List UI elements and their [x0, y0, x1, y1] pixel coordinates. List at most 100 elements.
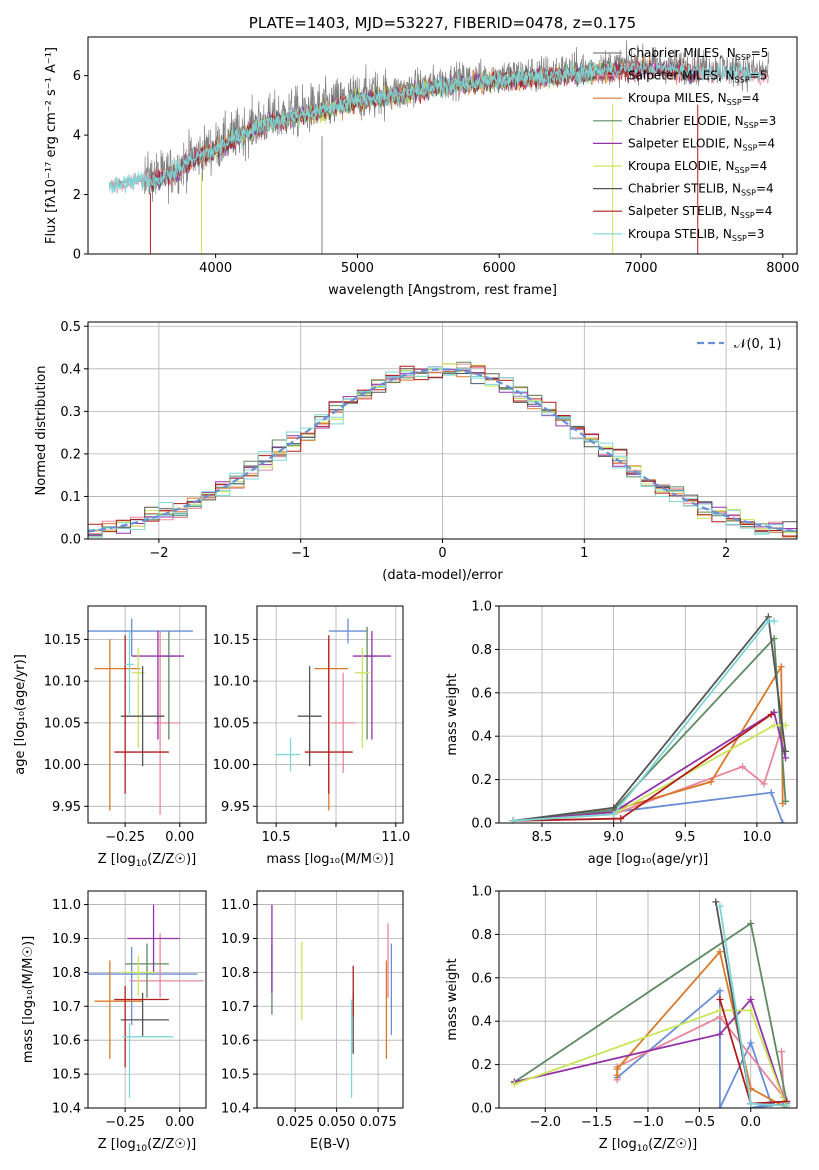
y-tick-label: 0.0 — [471, 1102, 492, 1117]
residuals-plot-area — [88, 361, 797, 538]
x-tick-label: 0.00 — [165, 830, 194, 845]
marker-salpeter-miles — [760, 780, 768, 788]
y-axis-label: mass [log₁₀(M/M☉)] — [21, 936, 36, 1063]
y-tick-label: 10.00 — [213, 758, 250, 773]
x-axis-label: E(B-V) — [310, 1137, 350, 1152]
marker-kroupa-stelib — [770, 617, 778, 625]
x-tick-label: −0.5 — [684, 1115, 716, 1130]
x-tick-label: 5000 — [341, 261, 374, 276]
marker-salpeter-stelib — [716, 996, 724, 1003]
y-tick-label: 10.5 — [52, 1068, 81, 1083]
y-axis-label: Normed distribution — [34, 366, 49, 496]
y-tick-label: 10.00 — [44, 758, 81, 773]
series-chabrier-miles — [616, 988, 787, 1108]
y-tick-label: 0.4 — [471, 730, 492, 745]
axes-frame — [498, 605, 798, 824]
y-tick-label: 10.7 — [52, 1000, 81, 1015]
marker-chabrier-miles — [716, 1104, 724, 1108]
y-tick-label: 6 — [73, 69, 81, 84]
marker-kroupa-stelib — [509, 817, 517, 823]
marker-chabrier-miles — [779, 819, 787, 823]
y-tick-label: 10.15 — [44, 633, 81, 648]
axes-frame — [256, 890, 404, 1109]
y-tick-label: 10.4 — [52, 1102, 81, 1117]
marker-chabrier-miles — [767, 789, 775, 797]
series-kroupa-elodie — [513, 724, 786, 822]
y-axis-label: mass weight — [445, 673, 460, 755]
y-tick-label: 0.4 — [60, 362, 81, 377]
y-tick-label: 0.8 — [471, 643, 492, 658]
x-axis-label: age [log₁₀(age/yr)] — [588, 852, 709, 867]
marker-kroupa-elodie — [782, 721, 790, 729]
age_vs_mass-plot-area — [276, 618, 392, 811]
x-tick-label: −1.5 — [581, 1115, 613, 1130]
marker-salpeter-stelib — [617, 815, 625, 823]
mass_vs_ebv-plot-area — [271, 904, 393, 1098]
marker-chabrier-miles — [747, 1039, 755, 1047]
y-tick-label: 0.2 — [471, 773, 492, 788]
marker-kroupa-stelib — [610, 810, 618, 818]
histogram-kroupa-stelib — [88, 366, 797, 538]
y-tick-label: 0.0 — [60, 533, 81, 548]
chart-title: PLATE=1403, MJD=53227, FIBERID=0478, z=0… — [249, 14, 636, 32]
y-tick-label: 1.0 — [471, 885, 492, 900]
x-tick-label: −1 — [291, 546, 310, 561]
weight_vs_Z-plot-area — [510, 898, 791, 1108]
y-tick-label: 2 — [73, 188, 81, 203]
y-axis-label: age [log₁₀(age/yr)] — [13, 654, 28, 775]
x-tick-label: 0.050 — [318, 1115, 355, 1130]
y-tick-label: 10.4 — [221, 1102, 250, 1117]
y-tick-label: 0.1 — [60, 490, 81, 505]
x-axis-label: Z [log10(Z/Z☉)] — [599, 1137, 697, 1154]
marker-salpeter-elodie — [716, 1030, 724, 1038]
x-tick-label: 0.075 — [360, 1115, 397, 1130]
spectrum-plot-area — [108, 39, 769, 254]
axes-frame — [87, 605, 207, 824]
y-tick-label: 0.2 — [471, 1058, 492, 1073]
legend-entry: Kroupa ELODIE, NSSP=4 — [628, 159, 767, 175]
weight-vs-metallicity-panel: −2.0 −1.5 −1.0 −0.5 0.0 0.0 0.2 0.4 0.6 0.8 1.0 Z [… — [445, 885, 798, 1154]
x-tick-label: 0.00 — [165, 1115, 194, 1130]
age_vs_Z-plot-area — [88, 618, 193, 815]
legend-entry: Salpeter STELIB, NSSP=4 — [628, 204, 772, 220]
series-chabrier-stelib — [513, 614, 787, 822]
y-tick-label: 0.6 — [471, 686, 492, 701]
y-tick-label: 11.0 — [52, 898, 81, 913]
y-axis-label: Flux [fλ10⁻¹⁷ erg cm⁻² s⁻¹ A⁻¹] — [44, 47, 59, 244]
age-vs-metallicity-panel: −0.25 0.00 9.95 10.00 10.05 10.10 10.15 Z [log1… — [13, 605, 207, 869]
legend-entry: Salpeter ELODIE, NSSP=4 — [628, 136, 775, 152]
x-axis-label: Z [log10(Z/Z☉)] — [98, 1137, 196, 1154]
y-tick-label: 10.9 — [221, 932, 250, 947]
y-tick-label: 10.05 — [213, 716, 250, 731]
y-tick-label: 1.0 — [471, 600, 492, 615]
residuals-panel: −2 −1 0 1 2 0.0 0.1 0.2 0.3 0.4 0.5 (data-model)/er… — [34, 320, 798, 583]
spectrum-legend: Chabrier MILES, NSSP=5 Salpeter MILES, NS… — [593, 46, 776, 243]
marker-kroupa-miles — [716, 948, 724, 956]
legend-entry: Chabrier ELODIE, NSSP=3 — [628, 114, 776, 130]
y-tick-label: 10.15 — [213, 633, 250, 648]
marker-chabrier-elodie — [747, 920, 755, 928]
x-axis-label: mass [log₁₀(M/M☉)] — [266, 852, 393, 867]
x-tick-label: 9.0 — [603, 830, 624, 845]
y-tick-label: 11.0 — [221, 898, 250, 913]
model-spectrum-kroupa-stelib-top — [108, 59, 762, 194]
marker-kroupa-elodie — [510, 1080, 518, 1088]
marker-salpeter-elodie — [782, 754, 790, 762]
marker-chabrier-miles — [767, 1100, 775, 1108]
marker-kroupa-miles — [707, 778, 715, 786]
x-tick-label: 6000 — [483, 261, 516, 276]
marker-kroupa-elodie — [770, 721, 778, 729]
legend-entry: Chabrier STELIB, NSSP=4 — [628, 182, 774, 198]
marker-chabrier-stelib — [610, 804, 618, 812]
mass-vs-metallicity-panel: −0.25 0.00 10.4 10.5 10.6 10.7 10.8 10.9 11.0 Z [… — [21, 890, 207, 1154]
x-tick-label: 0.0 — [740, 1115, 761, 1130]
marker-chabrier-elodie — [782, 797, 790, 805]
series-salpeter-elodie — [513, 710, 787, 822]
y-tick-label: 10.6 — [52, 1034, 81, 1049]
y-tick-label: 10.10 — [44, 675, 81, 690]
axes-frame — [87, 890, 207, 1109]
y-tick-label: 10.05 — [44, 716, 81, 731]
series-kroupa-stelib — [513, 620, 775, 822]
y-tick-label: 0.5 — [60, 320, 81, 335]
